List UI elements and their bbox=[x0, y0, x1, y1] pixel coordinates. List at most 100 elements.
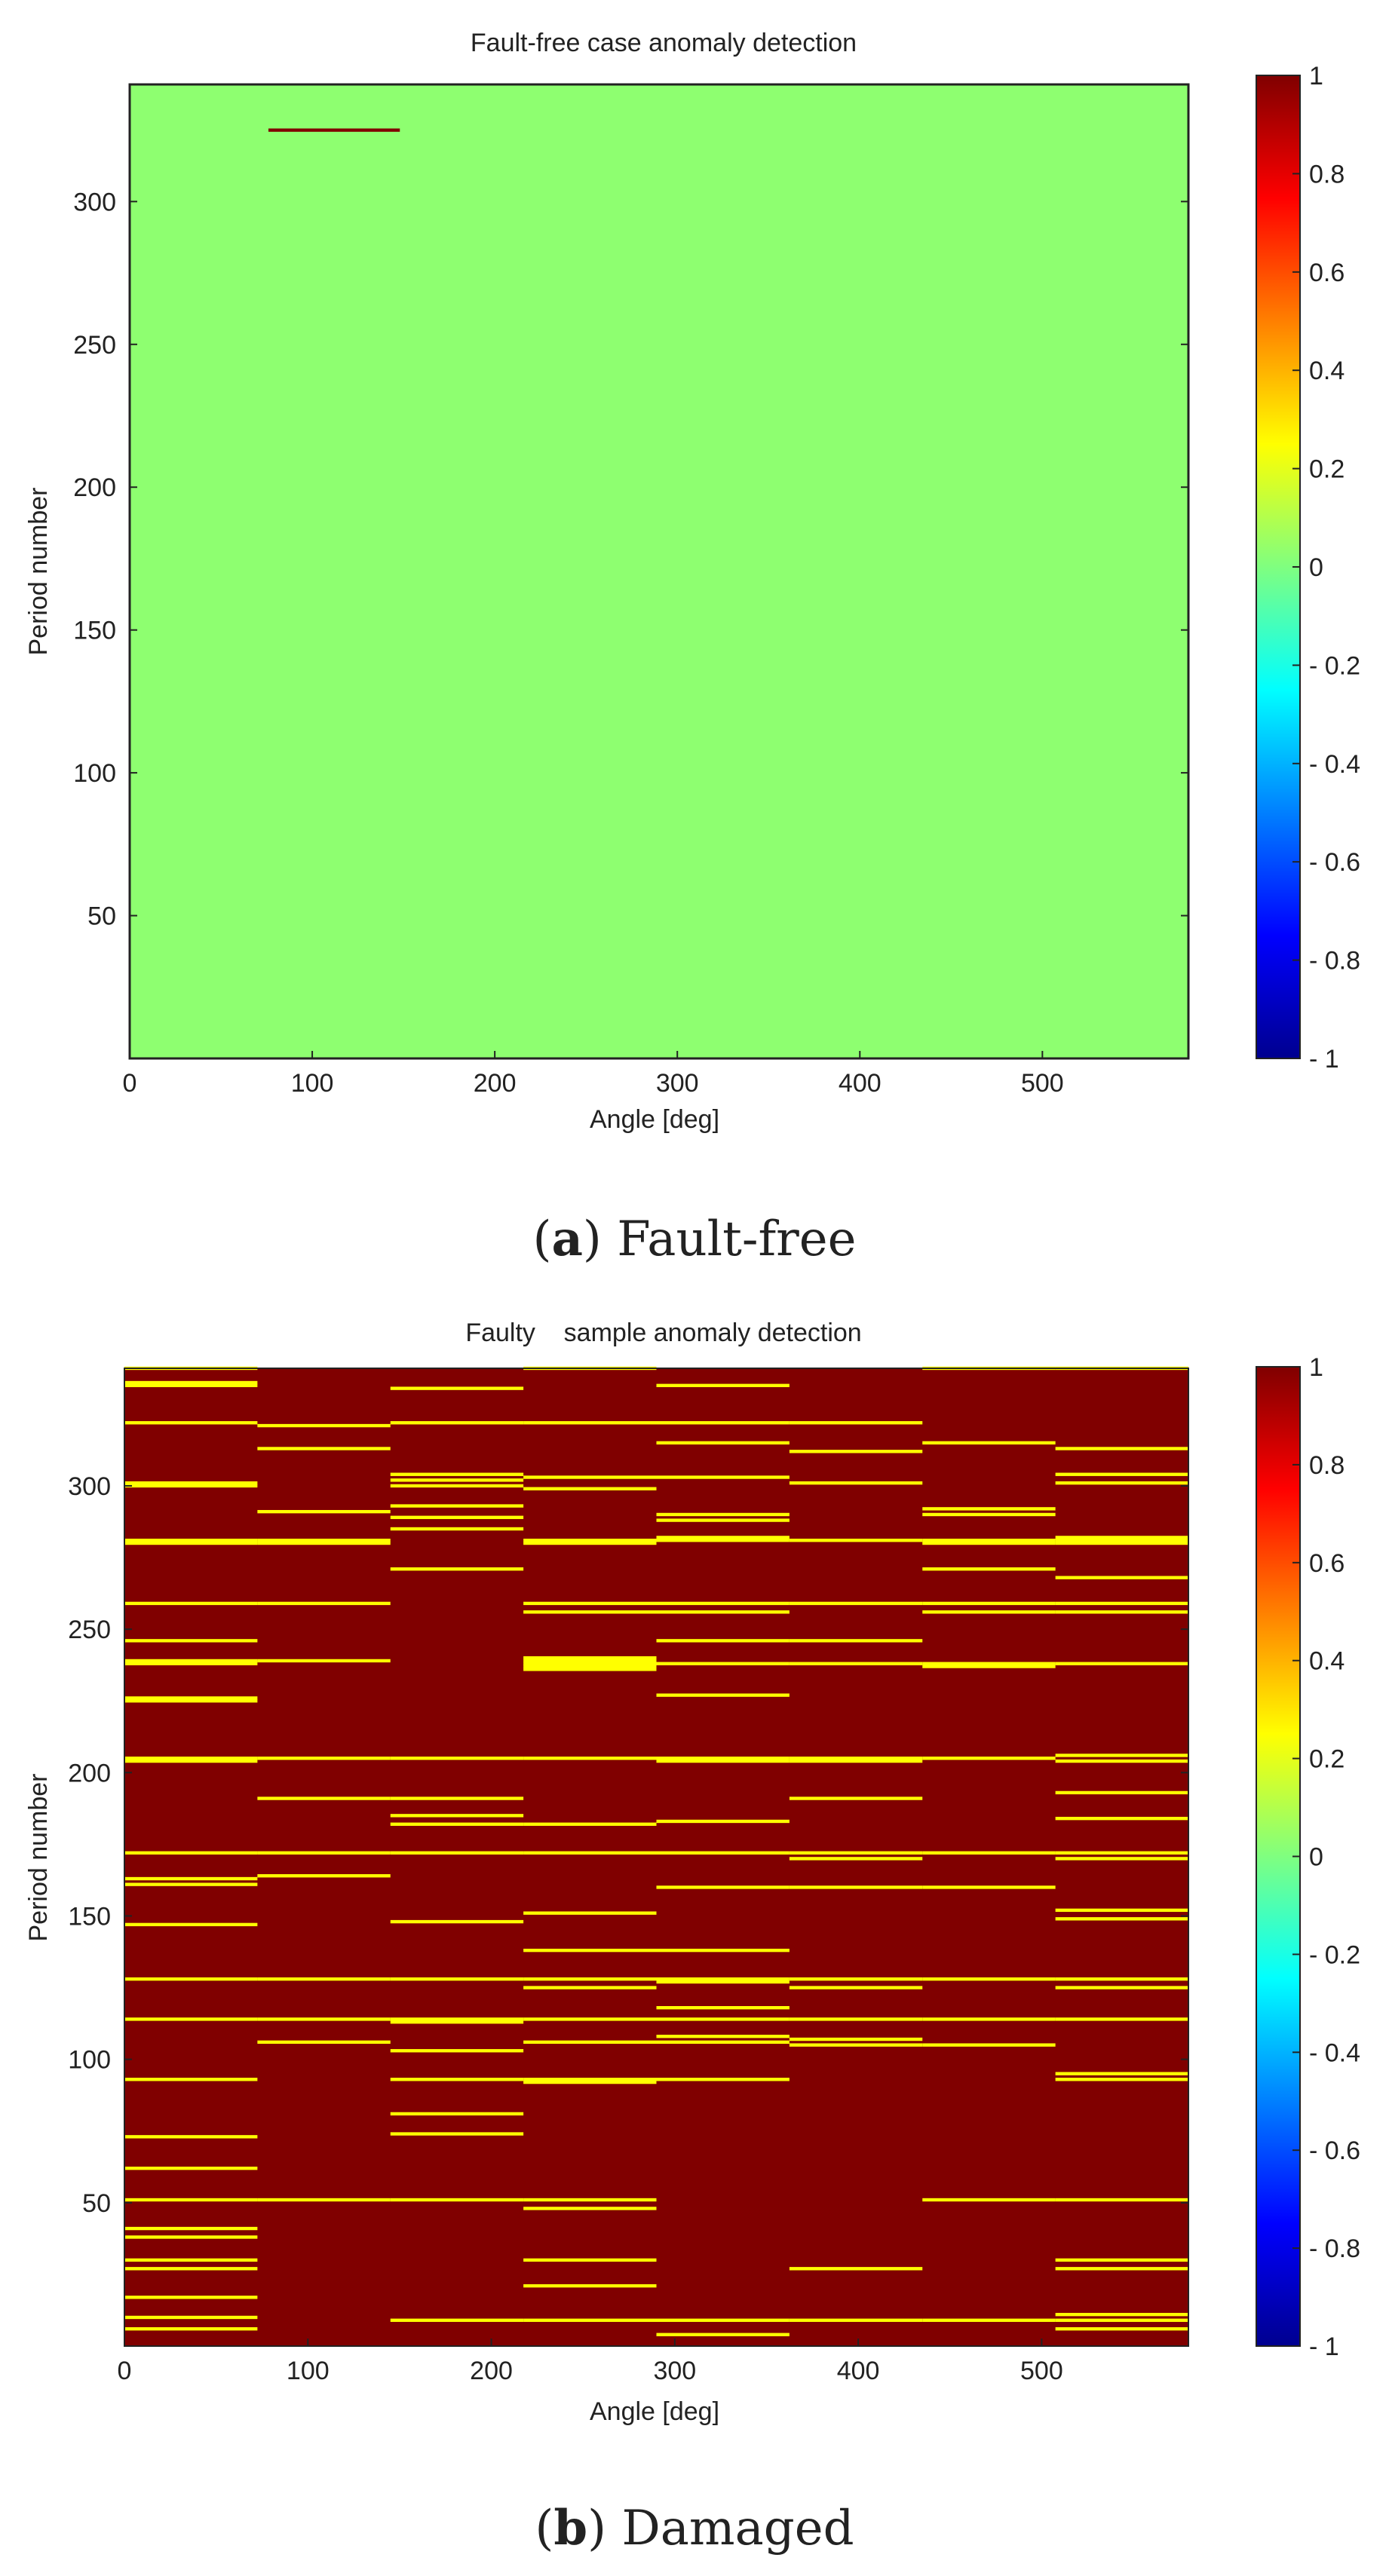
normal-cell bbox=[124, 1696, 258, 1700]
x-tick-label: 400 bbox=[839, 1069, 882, 1098]
heatmap-panel-fault-free: Fault-free case anomaly detection 0 100 20… bbox=[24, 29, 1360, 1267]
normal-cell bbox=[390, 1484, 524, 1488]
normal-cell bbox=[656, 1512, 790, 1517]
normal-cell bbox=[1055, 2078, 1188, 2081]
normal-cell bbox=[656, 1885, 790, 1889]
normal-cell bbox=[124, 2017, 258, 2021]
normal-cell bbox=[390, 1421, 524, 1425]
normal-cell bbox=[523, 1665, 657, 1668]
normal-cell bbox=[124, 2166, 258, 2170]
normal-cell bbox=[789, 1601, 923, 1606]
colorbar-tick-label: 0 bbox=[1309, 1843, 1323, 1872]
caption: (a) Fault-free bbox=[532, 1211, 856, 1267]
normal-cell bbox=[922, 1757, 1056, 1760]
normal-cell bbox=[124, 1662, 258, 1665]
normal-cell bbox=[922, 1507, 1056, 1511]
normal-cell bbox=[922, 1601, 1056, 1606]
caption-letter: a bbox=[551, 1211, 582, 1267]
normal-cell bbox=[390, 2017, 524, 2021]
normal-cell bbox=[656, 1601, 790, 1606]
colorbar-tick-label: - 0.2 bbox=[1309, 1940, 1360, 1969]
normal-cell bbox=[789, 1759, 923, 1763]
heatmap-background bbox=[130, 84, 1188, 1058]
normal-cell bbox=[922, 1567, 1056, 1571]
y-tick-label: 300 bbox=[68, 1472, 111, 1501]
normal-cell bbox=[656, 1421, 790, 1425]
normal-cell bbox=[523, 2198, 657, 2202]
normal-cell bbox=[257, 1659, 391, 1663]
colorbar-tick-label: - 1 bbox=[1309, 1045, 1339, 1074]
y-tick-label: 50 bbox=[82, 2189, 111, 2218]
y-tick-label: 250 bbox=[68, 1616, 111, 1644]
normal-cell bbox=[523, 1541, 657, 1545]
normal-cell bbox=[1055, 1986, 1188, 1989]
y-tick-label: 150 bbox=[73, 617, 116, 645]
normal-cell bbox=[656, 1948, 790, 1953]
normal-cell bbox=[789, 1796, 923, 1800]
normal-cell bbox=[656, 2078, 790, 2081]
x-tick-label: 500 bbox=[1021, 1069, 1064, 1098]
normal-cell bbox=[523, 1487, 657, 1490]
normal-cell bbox=[1055, 1790, 1188, 1795]
normal-cell bbox=[656, 2017, 790, 2021]
normal-cell bbox=[257, 1874, 391, 1878]
normal-cell bbox=[1055, 1759, 1188, 1763]
normal-cell bbox=[124, 1977, 258, 1981]
normal-cell bbox=[124, 1383, 258, 1388]
normal-cell bbox=[523, 1948, 657, 1953]
svg-text:(a) Fault-free: (a) Fault-free bbox=[532, 1211, 856, 1267]
x-axis-ticks: 0 100 200 300 400 500 bbox=[118, 2339, 1063, 2385]
normal-cell bbox=[390, 1757, 524, 1760]
normal-cell bbox=[1055, 2326, 1188, 2331]
normal-cell bbox=[656, 1639, 790, 1643]
normal-cell bbox=[124, 1601, 258, 1606]
x-tick-label: 200 bbox=[470, 2357, 513, 2385]
normal-cell bbox=[523, 1539, 657, 1542]
x-tick-label: 400 bbox=[837, 2357, 880, 2385]
normal-cell bbox=[390, 1527, 524, 1531]
y-tick-label: 100 bbox=[68, 2046, 111, 2075]
anomaly-cell bbox=[268, 128, 400, 132]
normal-cell bbox=[257, 1509, 391, 1514]
normal-cell bbox=[523, 2078, 657, 2081]
normal-cell bbox=[124, 1757, 258, 1760]
normal-cell bbox=[124, 2315, 258, 2320]
normal-cell bbox=[1055, 1662, 1188, 1665]
normal-cell bbox=[390, 2078, 524, 2081]
normal-cell bbox=[922, 1512, 1056, 1517]
normal-cell bbox=[1055, 1857, 1188, 1861]
normal-cell bbox=[523, 1668, 657, 1671]
normal-cell bbox=[789, 2037, 923, 2042]
normal-cell bbox=[789, 1450, 923, 1453]
normal-cell bbox=[390, 2198, 524, 2202]
colorbar-tick-label: 0.8 bbox=[1309, 160, 1345, 188]
normal-cell bbox=[523, 1977, 657, 1981]
normal-cell bbox=[124, 2198, 258, 2202]
y-tick-label: 50 bbox=[87, 902, 116, 931]
normal-cell bbox=[656, 2040, 790, 2045]
normal-cell bbox=[656, 2005, 790, 2010]
normal-cell bbox=[922, 2017, 1056, 2021]
normal-cell bbox=[257, 2017, 391, 2021]
normal-cell bbox=[124, 2296, 258, 2299]
normal-cell bbox=[789, 1481, 923, 1485]
normal-cell bbox=[1055, 1754, 1188, 1757]
normal-cell bbox=[390, 1822, 524, 1826]
normal-cell bbox=[390, 2049, 524, 2053]
heatmap-background bbox=[124, 1368, 1188, 2346]
normal-cell bbox=[124, 2078, 258, 2081]
normal-cell bbox=[656, 1757, 790, 1760]
normal-cell bbox=[523, 1662, 657, 1665]
normal-cell bbox=[656, 2332, 790, 2336]
normal-cell bbox=[656, 1610, 790, 1614]
normal-cell bbox=[124, 2226, 258, 2231]
normal-cell bbox=[1055, 2318, 1188, 2322]
normal-cell bbox=[1055, 2312, 1188, 2317]
normal-cell bbox=[257, 1977, 391, 1981]
normal-cell bbox=[656, 2035, 790, 2038]
normal-cell bbox=[257, 2198, 391, 2202]
normal-cell bbox=[922, 1885, 1056, 1889]
colorbar-tick-label: - 1 bbox=[1309, 2332, 1339, 2361]
normal-cell bbox=[390, 1796, 524, 1800]
colorbar-tick-label: 1 bbox=[1309, 1353, 1323, 1382]
